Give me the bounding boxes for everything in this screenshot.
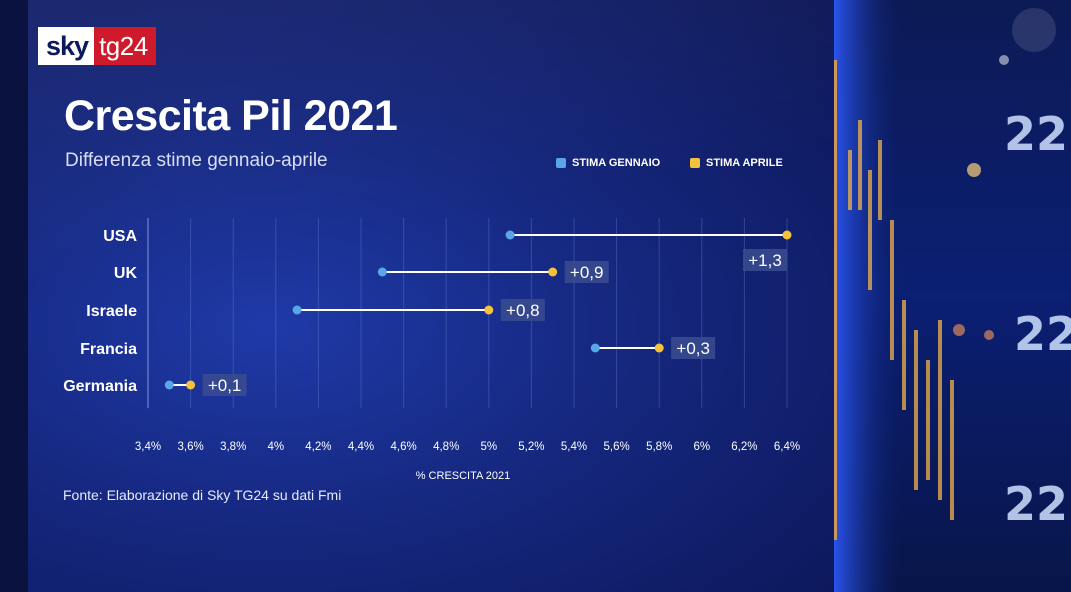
svg-text:22: 22 [1004, 107, 1068, 161]
logo-sky: sky [38, 27, 95, 65]
x-tick-label-9: 5,2% [518, 441, 544, 453]
difference-box-uk [564, 261, 609, 283]
x-tick-label-14: 6,2% [731, 441, 757, 453]
x-tick-label-10: 5,4% [561, 441, 587, 453]
difference-label-germania: +0,1 [208, 376, 242, 395]
category-label-usa: USA [103, 228, 137, 245]
panel-light-streak [28, 0, 834, 592]
point-aprile-francia [654, 343, 664, 353]
x-tick-label-8: 5% [480, 441, 497, 453]
difference-box-francia [671, 337, 716, 359]
legend-aprile-swatch [690, 158, 700, 168]
point-gennaio-usa [505, 230, 515, 240]
dumbbell-chart: 3,4% 3,6% 3,8% 4% 4,2% 4,4% 4,6% 4,8% 5% 5,2% 5,4%… [63, 218, 800, 482]
x-tick-label-11: 5,6% [603, 441, 629, 453]
svg-text:22: 22 [1014, 307, 1071, 361]
x-tick-label-13: 6% [693, 441, 710, 453]
chart-panel [28, 0, 834, 592]
chart-title: Crescita Pil 2021 [64, 92, 398, 140]
point-gennaio-francia [590, 343, 600, 353]
point-aprile-uk [548, 267, 558, 277]
stock-market-photo: 22 22 22 [834, 0, 1071, 592]
point-aprile-israele [484, 305, 494, 315]
difference-box-israele [500, 299, 545, 321]
sky-tg24-logo: sky tg24 [38, 27, 156, 65]
x-tick-label-6: 4,6% [390, 441, 416, 453]
point-gennaio-israele [292, 305, 302, 315]
point-gennaio-uk [377, 267, 387, 277]
difference-label-francia: +0,3 [676, 339, 710, 358]
category-label-germania: Germania [63, 378, 137, 395]
legend-aprile-label: STIMA APRILE [706, 157, 783, 169]
legend-gennaio: STIMA GENNAIO [556, 157, 660, 169]
point-aprile-germania [186, 380, 196, 390]
x-tick-label-0: 3,4% [135, 441, 161, 453]
point-gennaio-germania [164, 380, 174, 390]
category-label-uk: UK [114, 265, 138, 282]
x-tick-label-3: 4% [267, 441, 284, 453]
x-axis-title: % CRESCITA 2021 [416, 470, 511, 482]
x-tick-label-7: 4,8% [433, 441, 459, 453]
point-aprile-usa [782, 230, 792, 240]
legend-gennaio-swatch [556, 158, 566, 168]
source-note: Fonte: Elaborazione di Sky TG24 su dati … [63, 487, 342, 503]
logo-tg24: tg24 [94, 27, 156, 65]
x-tick-label-12: 5,8% [646, 441, 672, 453]
x-tick-label-2: 3,8% [220, 441, 246, 453]
legend-gennaio-label: STIMA GENNAIO [572, 157, 661, 169]
left-edge-background [0, 0, 28, 592]
stock-photo-graphic: 22 22 22 [834, 0, 1071, 592]
x-tick-label-15: 6,4% [774, 441, 800, 453]
photo-candle-edge [834, 60, 837, 540]
photo-bokeh-lights [953, 8, 1056, 340]
chart-subtitle: Differenza stime gennaio-aprile [65, 150, 328, 171]
category-label-francia: Francia [80, 341, 137, 358]
difference-label-usa: +1,3 [748, 251, 782, 270]
x-tick-label-5: 4,4% [348, 441, 374, 453]
difference-label-uk: +0,9 [570, 263, 604, 282]
difference-box-usa [743, 249, 787, 271]
x-tick-label-4: 4,2% [305, 441, 331, 453]
difference-box-germania [202, 374, 247, 396]
photo-candle-bars [848, 120, 954, 520]
svg-text:22: 22 [1004, 477, 1068, 531]
difference-label-israele: +0,8 [506, 301, 540, 320]
legend-aprile: STIMA APRILE [690, 157, 783, 169]
x-tick-label-1: 3,6% [177, 441, 203, 453]
category-label-israele: Israele [86, 303, 137, 320]
photo-ticker-digits: 22 22 22 [1004, 107, 1071, 531]
